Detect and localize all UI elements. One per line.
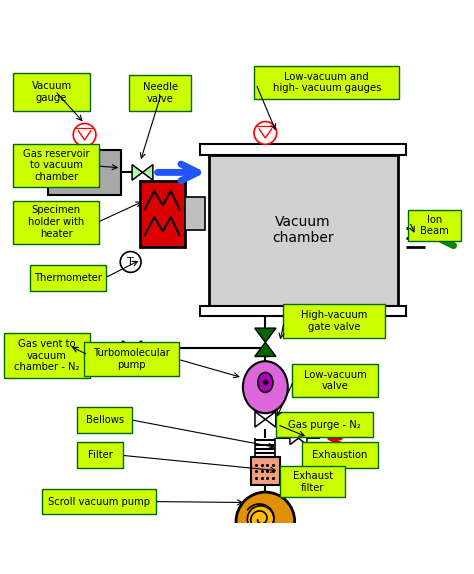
Polygon shape [255,328,276,342]
Text: Vacuum
gauge: Vacuum gauge [31,82,72,103]
Text: Scroll vacuum pump: Scroll vacuum pump [48,497,150,507]
Text: Turbomolecular
pump: Turbomolecular pump [93,348,170,370]
Circle shape [120,251,141,272]
Polygon shape [123,341,132,355]
Polygon shape [143,165,153,180]
Text: Gas purge - N₂: Gas purge - N₂ [288,420,361,429]
Circle shape [236,492,295,550]
Polygon shape [255,342,276,356]
Bar [200,306,406,316]
Bar [48,150,121,195]
FancyBboxPatch shape [84,342,179,376]
FancyBboxPatch shape [30,265,106,291]
Bar [140,181,185,247]
Circle shape [73,123,96,146]
Bar [247,557,256,565]
Bar [251,457,280,484]
Ellipse shape [243,361,288,413]
Polygon shape [255,412,265,427]
Text: Vacuum
chamber: Vacuum chamber [273,215,334,246]
FancyBboxPatch shape [13,144,99,187]
Polygon shape [265,412,276,427]
FancyBboxPatch shape [276,412,373,437]
Circle shape [247,506,274,532]
Text: Ion
Beam: Ion Beam [420,215,449,236]
Polygon shape [299,432,307,445]
FancyBboxPatch shape [13,200,99,243]
FancyBboxPatch shape [129,75,191,111]
Text: Low-vacuum
valve: Low-vacuum valve [304,370,366,391]
FancyBboxPatch shape [77,407,132,433]
Polygon shape [132,165,143,180]
FancyBboxPatch shape [281,466,345,497]
Text: Specimen
holder with
heater: Specimen holder with heater [28,205,84,239]
FancyBboxPatch shape [77,443,123,468]
Bar [209,154,398,306]
Text: Bellows: Bellows [86,415,124,425]
FancyBboxPatch shape [4,333,90,378]
Bar [200,144,406,154]
Bar [185,197,205,230]
FancyBboxPatch shape [302,443,378,468]
Text: Filter: Filter [88,450,112,460]
Text: Gas vent to
vacuum
chamber - N₂: Gas vent to vacuum chamber - N₂ [14,339,80,372]
FancyBboxPatch shape [42,489,156,514]
FancyBboxPatch shape [13,73,90,111]
Text: Gas reservoir
to vacuum
chamber: Gas reservoir to vacuum chamber [23,149,90,182]
FancyBboxPatch shape [408,210,461,241]
Text: T: T [128,257,134,267]
Text: Thermometer: Thermometer [34,273,102,283]
Text: Exhaustion: Exhaustion [312,450,367,460]
Text: Needle
valve: Needle valve [143,83,178,104]
FancyBboxPatch shape [292,363,378,397]
Text: Exhaust
filter: Exhaust filter [292,471,333,492]
FancyBboxPatch shape [255,66,399,99]
Circle shape [254,122,277,144]
Bar [258,546,264,554]
Ellipse shape [258,373,273,393]
FancyBboxPatch shape [283,304,385,338]
Polygon shape [290,432,299,445]
Text: Low-vacuum and
high- vacuum gauges: Low-vacuum and high- vacuum gauges [273,72,381,94]
Polygon shape [256,544,343,574]
Bar [343,557,349,565]
Polygon shape [132,341,142,355]
Text: High-vacuum
gate valve: High-vacuum gate valve [301,311,367,332]
